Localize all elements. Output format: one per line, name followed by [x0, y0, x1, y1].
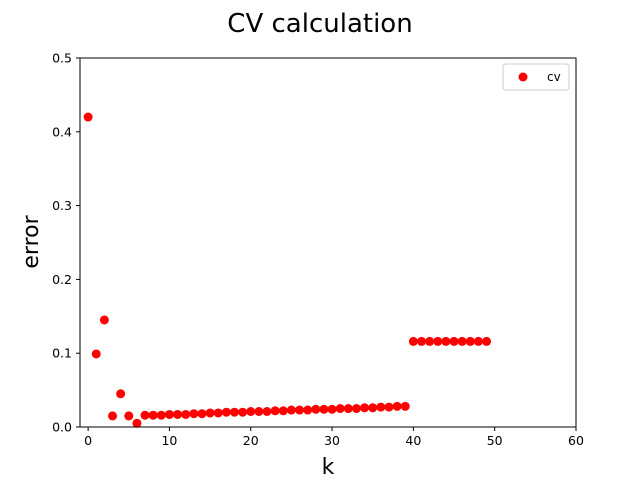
x-tick-label: 10	[161, 433, 177, 448]
x-tick-label: 0	[84, 433, 92, 448]
data-point-cv-38	[392, 401, 402, 411]
data-point-cv-41	[417, 336, 427, 346]
legend-box	[502, 63, 570, 91]
data-point-cv-29	[319, 404, 329, 414]
legend-label-cv: cv	[547, 70, 561, 84]
data-point-cv-21	[254, 407, 264, 417]
data-point-cv-42	[425, 336, 435, 346]
y-tick-label: 0.1	[52, 346, 72, 361]
y-axis-label: error	[19, 214, 44, 268]
data-point-cv-16	[213, 408, 223, 418]
data-point-cv-15	[205, 408, 215, 418]
data-point-cv-7	[140, 410, 150, 420]
legend: cv	[502, 63, 570, 91]
data-point-cv-13	[189, 409, 199, 419]
data-point-cv-0	[83, 112, 93, 122]
x-tick-label: 50	[487, 433, 503, 448]
data-point-cv-1	[91, 349, 101, 359]
data-point-cv-30	[327, 404, 337, 414]
data-point-cv-48	[473, 336, 483, 346]
data-point-cv-19	[238, 407, 248, 417]
data-point-cv-46	[457, 336, 467, 346]
data-point-cv-40	[408, 336, 418, 346]
data-point-cv-39	[400, 401, 410, 411]
data-point-cv-34	[360, 403, 370, 413]
y-tick-label: 0.5	[52, 51, 72, 66]
data-point-cv-47	[465, 336, 475, 346]
data-point-cv-44	[441, 336, 451, 346]
x-tick-label: 20	[243, 433, 259, 448]
data-point-cv-22	[262, 407, 272, 417]
data-point-cv-11	[173, 409, 183, 419]
data-point-cv-33	[351, 404, 361, 414]
data-point-cv-35	[368, 403, 378, 413]
legend-marker-cv	[518, 72, 528, 82]
data-point-cv-24	[278, 406, 288, 416]
data-point-cv-20	[246, 407, 256, 417]
data-point-cv-23	[270, 406, 280, 416]
x-tick-label: 40	[405, 433, 421, 448]
data-point-cv-9	[156, 410, 166, 420]
data-point-cv-5	[124, 411, 134, 421]
data-point-cv-18	[229, 407, 239, 417]
data-points	[83, 112, 492, 428]
data-point-cv-25	[286, 405, 296, 415]
data-point-cv-3	[108, 411, 118, 421]
tick-layer: 0 10 20 30 40 50 60 0.0 0.1 0.2 0.3 0.4 0.5	[52, 51, 584, 449]
data-point-cv-17	[221, 407, 231, 417]
x-tick-label: 30	[324, 433, 340, 448]
data-point-cv-49	[482, 336, 492, 346]
data-point-cv-27	[303, 405, 313, 415]
data-point-cv-4	[116, 389, 126, 399]
data-point-cv-8	[148, 410, 158, 420]
y-tick-label: 0.2	[52, 272, 72, 287]
x-axis-label: k	[322, 455, 335, 480]
y-tick-label: 0.4	[52, 124, 72, 139]
data-point-cv-28	[311, 404, 321, 414]
data-point-cv-45	[449, 336, 459, 346]
y-tick-label: 0.3	[52, 198, 72, 213]
data-point-cv-43	[433, 336, 443, 346]
data-point-cv-36	[376, 402, 386, 412]
plot-area-frame	[79, 57, 577, 428]
data-point-cv-37	[384, 402, 394, 412]
data-point-cv-2	[99, 315, 109, 325]
data-point-cv-10	[164, 409, 174, 419]
x-tick-label: 60	[568, 433, 584, 448]
data-point-cv-14	[197, 409, 207, 419]
data-point-cv-12	[181, 409, 191, 419]
data-point-cv-31	[335, 404, 345, 414]
data-point-cv-32	[343, 404, 353, 414]
chart-title: CV calculation	[227, 9, 412, 39]
y-tick-label: 0.0	[52, 420, 72, 435]
data-point-cv-26	[295, 405, 305, 415]
data-point-cv-6	[132, 418, 142, 428]
